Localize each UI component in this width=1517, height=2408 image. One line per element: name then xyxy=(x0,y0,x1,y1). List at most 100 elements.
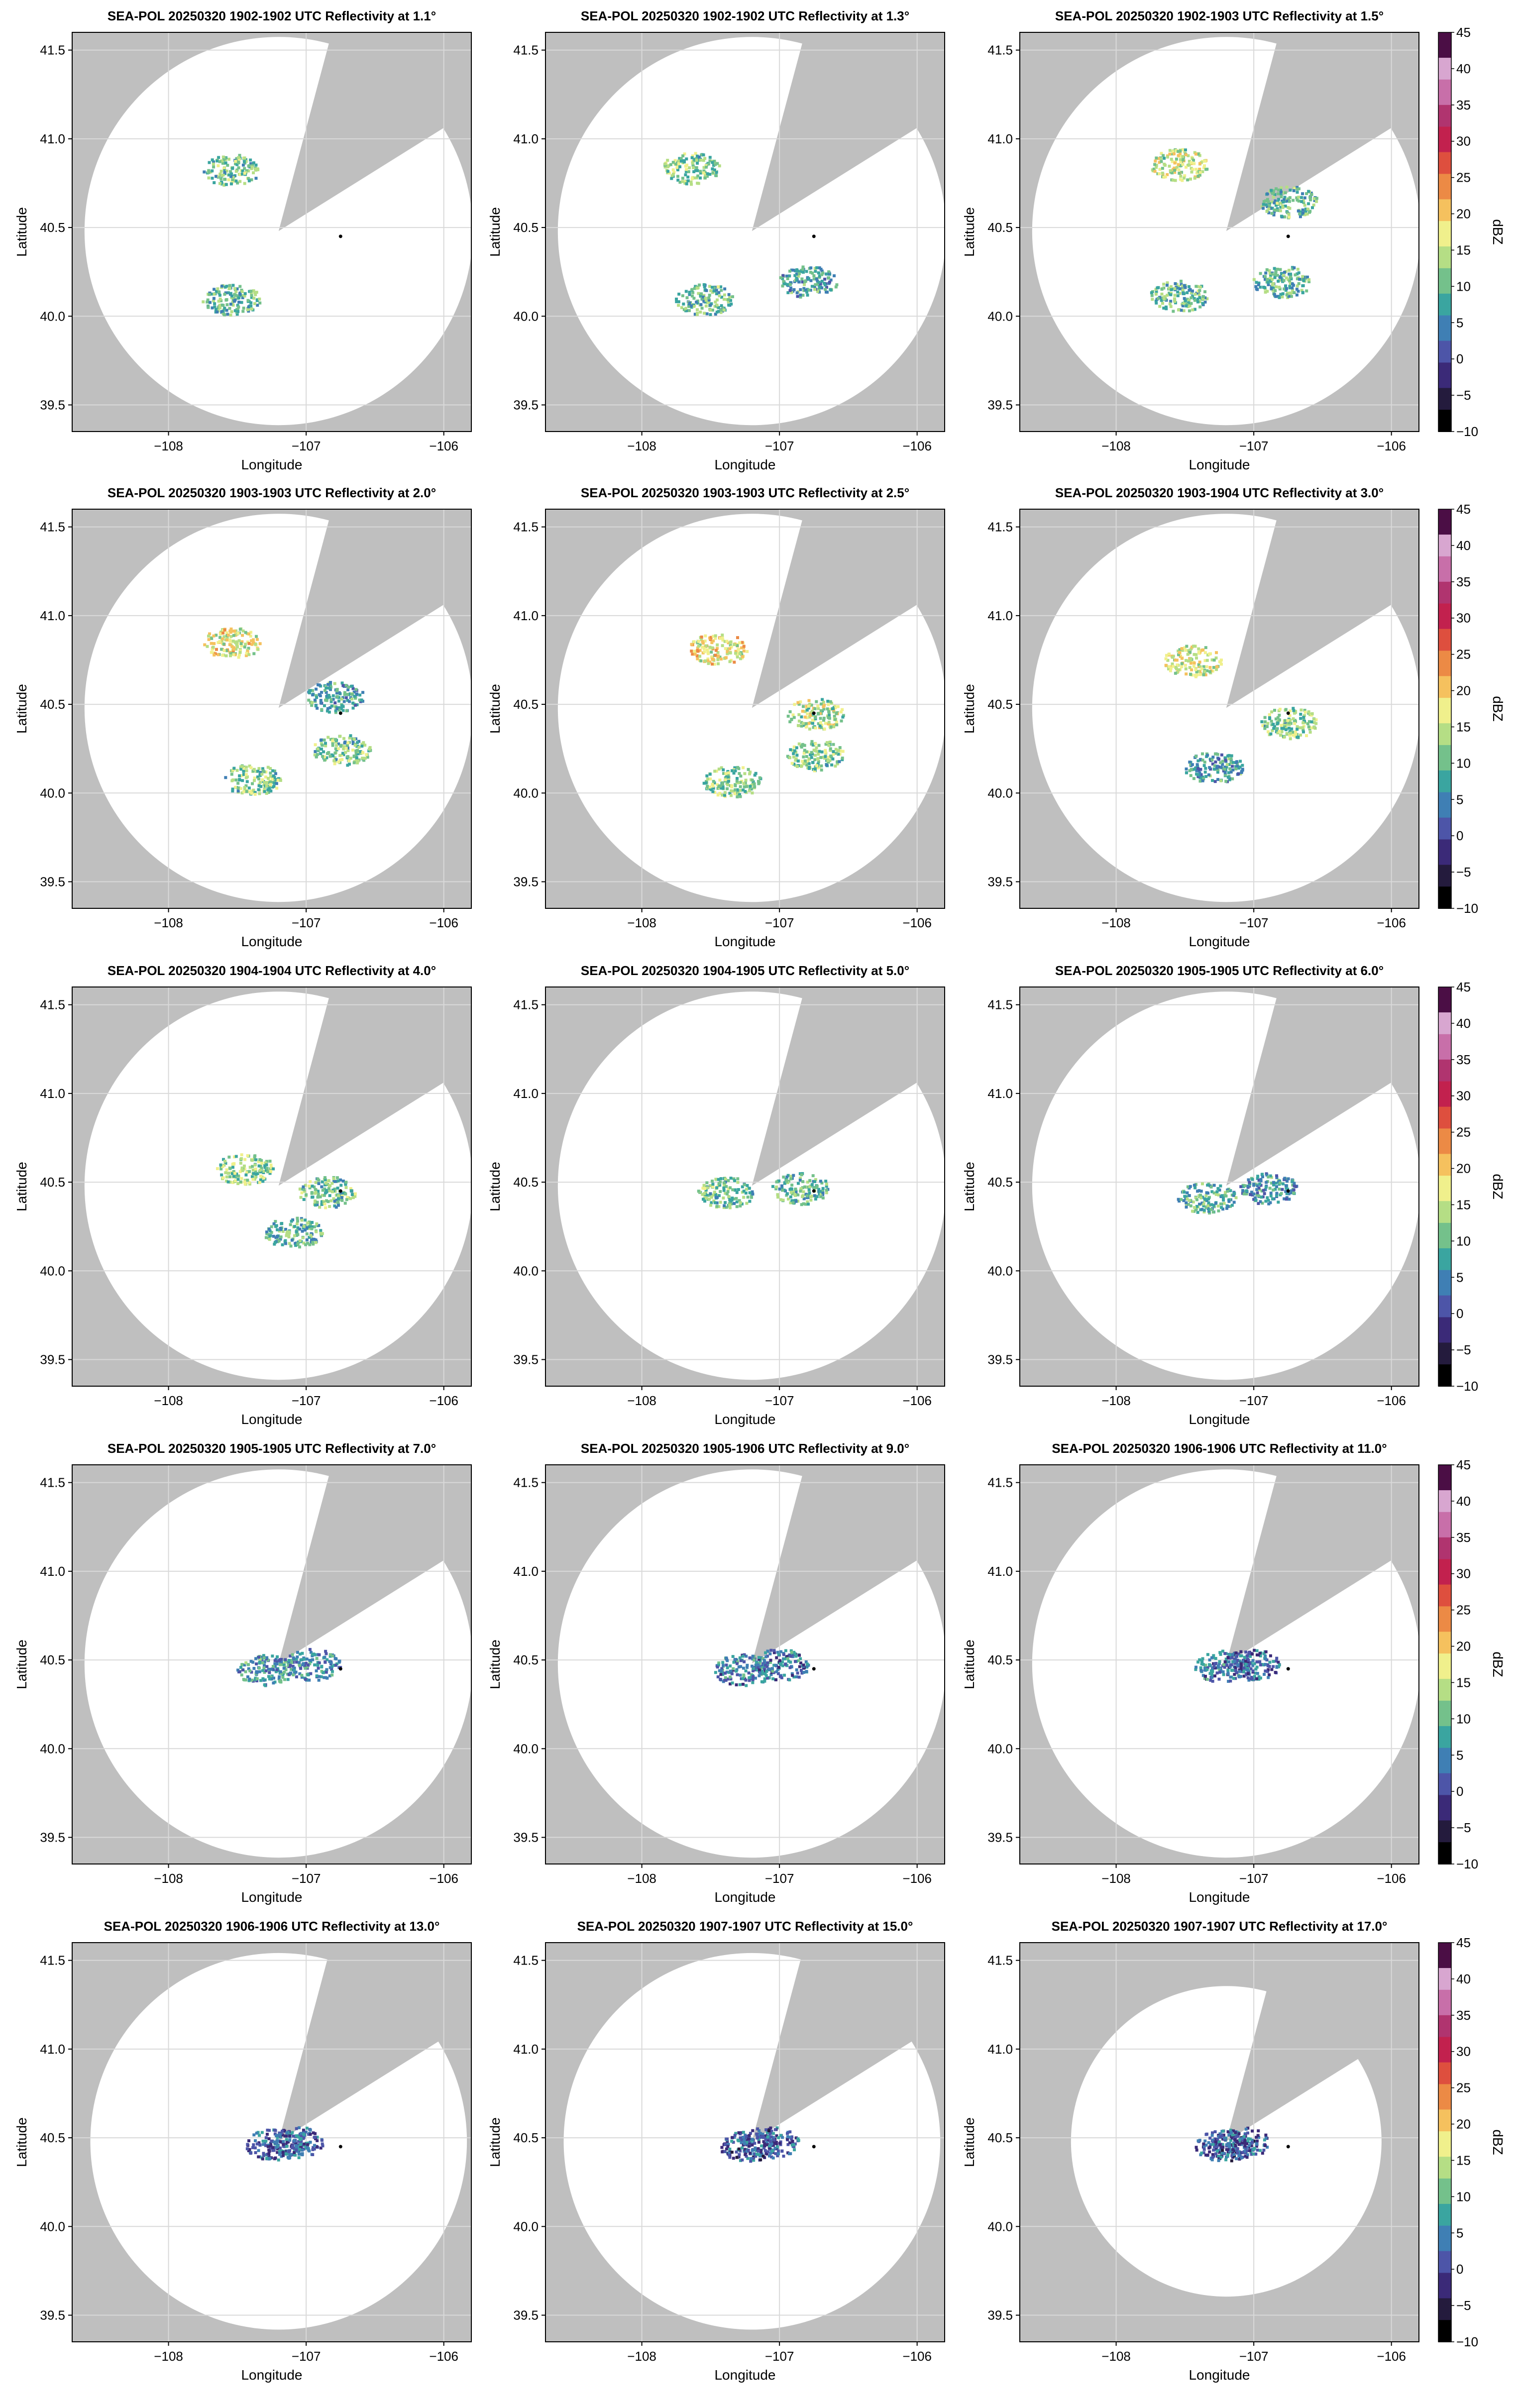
echo-pixel xyxy=(666,170,670,173)
echo-pixel xyxy=(829,288,833,292)
echo-pixel xyxy=(708,1198,711,1201)
echo-pixel xyxy=(699,158,702,162)
echo-pixel xyxy=(251,782,254,785)
echo-pixel xyxy=(1181,649,1184,652)
echo-pixel xyxy=(806,293,809,297)
echo-pixel xyxy=(250,178,253,182)
echo-pixel xyxy=(1217,757,1221,761)
echo-pixel xyxy=(1193,1186,1197,1190)
echo-pixel xyxy=(709,313,712,317)
echo-pixel xyxy=(785,1175,789,1179)
echo-pixel xyxy=(1241,764,1244,767)
echo-pixel xyxy=(684,164,687,168)
echo-pixel xyxy=(706,172,709,176)
echo-pixel xyxy=(331,744,334,747)
echo-pixel xyxy=(315,696,319,699)
colorbar-segment xyxy=(1438,359,1451,363)
colorbar-segment xyxy=(1438,1132,1451,1136)
echo-pixel xyxy=(819,721,822,724)
echo-pixel xyxy=(246,1179,249,1182)
echo-pixel xyxy=(263,1683,266,1687)
echo-pixel xyxy=(800,715,803,719)
colorbar-segment xyxy=(1438,312,1451,316)
echo-pixel xyxy=(1171,150,1175,153)
colorbar-segment xyxy=(1438,50,1451,55)
echo-pixel xyxy=(319,701,323,704)
echo-pixel xyxy=(1307,190,1310,193)
echo-pixel xyxy=(334,1663,337,1667)
echo-pixel xyxy=(1210,658,1214,661)
echo-pixel xyxy=(1182,1199,1186,1203)
echo-pixel xyxy=(213,181,216,185)
echo-pixel xyxy=(220,174,224,177)
colorbar-segment xyxy=(1438,1295,1451,1300)
echo-pixel xyxy=(337,747,340,751)
echo-pixel xyxy=(1177,668,1181,671)
echo-pixel xyxy=(234,162,237,166)
echo-pixel xyxy=(743,1660,746,1663)
echo-pixel xyxy=(720,1669,723,1672)
echo-pixel xyxy=(1202,665,1205,668)
echo-pixel xyxy=(1203,651,1207,655)
echo-pixel xyxy=(1293,1184,1296,1187)
echo-pixel xyxy=(711,291,714,294)
echo-pixel xyxy=(281,1230,285,1233)
colorbar-tick-label: 30 xyxy=(1456,611,1471,626)
echo-pixel xyxy=(841,708,844,711)
echo-pixel xyxy=(744,1678,748,1682)
echo-pixel xyxy=(1273,276,1277,279)
echo-pixel xyxy=(345,1196,349,1199)
echo-pixel xyxy=(324,1191,327,1195)
echo-pixel xyxy=(818,1190,822,1193)
echo-pixel xyxy=(1196,766,1200,770)
echo-pixel xyxy=(262,1656,266,1659)
echo-pixel xyxy=(733,1658,737,1661)
echo-pixel xyxy=(788,274,791,278)
echo-pixel xyxy=(327,1187,330,1191)
echo-pixel xyxy=(265,1163,268,1167)
colorbar-segment xyxy=(1438,531,1451,536)
echo-pixel xyxy=(1278,718,1281,722)
echo-pixel xyxy=(1285,732,1289,735)
echo-pixel xyxy=(240,644,243,648)
echo-pixel xyxy=(1234,767,1238,770)
echo-pixel xyxy=(714,313,717,316)
echo-pixel xyxy=(328,1666,332,1669)
echo-pixel xyxy=(696,646,699,650)
colorbar-segment xyxy=(1438,137,1451,142)
colorbar-segment xyxy=(1438,1089,1451,1093)
echo-pixel xyxy=(698,649,702,652)
echo-pixel xyxy=(781,1189,784,1192)
echo-pixel xyxy=(1155,290,1158,293)
colorbar-segment xyxy=(1438,224,1451,229)
echo-pixel xyxy=(1290,1189,1293,1193)
echo-pixel xyxy=(1270,1176,1274,1179)
echo-pixel xyxy=(723,287,727,291)
echo-pixel xyxy=(729,1664,732,1668)
x-tick-label: −106 xyxy=(902,915,932,930)
echo-pixel xyxy=(681,180,684,183)
x-tick-label: −108 xyxy=(627,1393,656,1408)
plot-area xyxy=(545,32,945,432)
echo-pixel xyxy=(1214,1193,1218,1196)
echo-pixel xyxy=(248,1677,251,1681)
echo-pixel xyxy=(240,1153,243,1157)
echo-pixel xyxy=(1246,1185,1250,1188)
echo-pixel xyxy=(207,634,211,638)
echo-pixel xyxy=(1303,213,1306,217)
echo-pixel xyxy=(823,277,827,281)
echo-pixel xyxy=(231,787,234,791)
echo-pixel xyxy=(1210,1190,1214,1194)
echo-pixel xyxy=(712,786,715,790)
echo-pixel xyxy=(726,1677,730,1681)
echo-pixel xyxy=(823,283,827,287)
echo-pixel xyxy=(218,304,221,307)
echo-pixel xyxy=(326,683,330,686)
echo-pixel xyxy=(1283,215,1286,219)
colorbar-segment xyxy=(1438,1048,1451,1053)
echo-pixel xyxy=(1261,724,1265,728)
echo-pixel xyxy=(711,1179,714,1183)
echo-pixel xyxy=(310,1235,313,1239)
echo-pixel xyxy=(828,740,832,744)
y-tick-label: 40.5 xyxy=(40,220,65,235)
